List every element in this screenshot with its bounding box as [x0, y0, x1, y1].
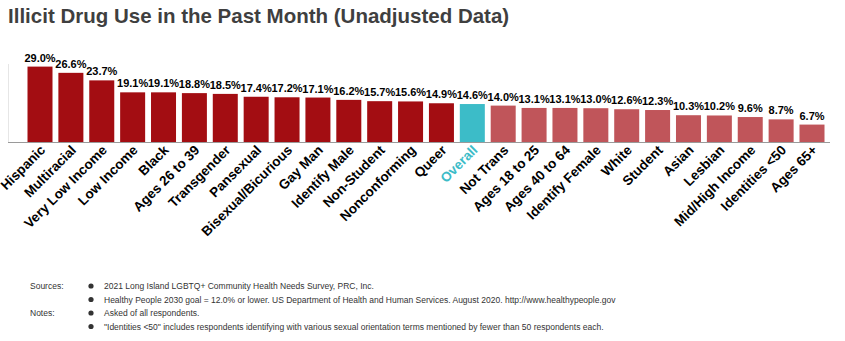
bullet	[88, 324, 93, 329]
category-label: Low Income	[75, 142, 141, 208]
category-label: Nonconforming	[337, 143, 419, 225]
data-label: 14.9%	[426, 88, 457, 100]
data-label: 14.0%	[488, 91, 519, 103]
data-label: 17.2%	[271, 82, 302, 94]
title: Illicit Drug Use in the Past Month (Unad…	[8, 4, 509, 27]
data-label: 12.3%	[642, 95, 673, 107]
bars	[28, 67, 825, 142]
data-label: 12.6%	[611, 94, 642, 106]
bar	[213, 94, 238, 142]
bar	[89, 80, 114, 142]
data-label: 18.5%	[210, 79, 241, 91]
data-label: 15.6%	[395, 86, 426, 98]
chart: Illicit Drug Use in the Past Month (Unad…	[0, 0, 845, 341]
bar	[614, 109, 639, 142]
bullet	[88, 297, 93, 302]
bar	[120, 92, 145, 142]
bar	[583, 108, 608, 142]
data-label: 26.6%	[55, 58, 86, 70]
data-label: 10.2%	[704, 100, 735, 112]
data-label: 16.2%	[333, 85, 364, 97]
footnote-text: 2021 Long Island LGBTQ+ Community Health…	[104, 281, 374, 291]
data-label: 13.1%	[549, 93, 580, 105]
data-label: 13.0%	[580, 93, 611, 105]
data-label: 13.1%	[518, 93, 549, 105]
bullet	[88, 283, 93, 288]
bar	[398, 101, 423, 142]
bar	[707, 115, 732, 142]
data-label: 10.3%	[673, 100, 704, 112]
data-label: 17.1%	[302, 83, 333, 95]
data-label: 14.6%	[457, 89, 488, 101]
category-label: Identify Female	[524, 142, 604, 222]
category-label: Bisexual/Bicurious	[199, 143, 296, 240]
data-label: 18.8%	[179, 78, 210, 90]
footnote-text: Healthy People 2030 goal = 12.0% or lowe…	[104, 295, 616, 305]
bar	[275, 97, 300, 142]
bar	[151, 92, 176, 142]
footnote-text: Asked of all respondents.	[104, 308, 199, 318]
bar	[305, 98, 330, 142]
bar	[769, 119, 794, 142]
bar	[676, 115, 701, 142]
value-axis	[8, 64, 9, 142]
data-label: 9.6%	[738, 102, 763, 114]
bar	[800, 125, 825, 142]
bar	[491, 106, 516, 142]
data-label: 15.7%	[364, 86, 395, 98]
category-axis	[8, 142, 830, 143]
bar	[429, 103, 454, 142]
bar	[182, 93, 207, 142]
bar	[244, 97, 269, 142]
bar	[460, 104, 485, 142]
data-label: 23.7%	[86, 65, 117, 77]
category-label: Student	[620, 142, 666, 188]
bar	[522, 108, 547, 142]
bar	[552, 108, 577, 142]
data-label: 6.7%	[799, 110, 824, 122]
footnote-label: Notes:	[30, 308, 55, 318]
data-label: 17.4%	[241, 82, 272, 94]
bar	[58, 73, 83, 142]
data-label: 8.7%	[769, 104, 794, 116]
bar	[28, 67, 53, 142]
data-label: 19.1%	[117, 77, 148, 89]
data-label: 19.1%	[148, 77, 179, 89]
bullet	[88, 310, 93, 315]
bar	[645, 110, 670, 142]
data-label: 29.0%	[24, 52, 55, 64]
footnote-label: Sources:	[30, 281, 64, 291]
category-label: Ages 65+	[767, 142, 820, 195]
bar	[336, 100, 361, 142]
footnote-text: "Identities <50" includes respondents id…	[104, 322, 604, 332]
bar	[738, 117, 763, 142]
bar	[367, 101, 392, 142]
